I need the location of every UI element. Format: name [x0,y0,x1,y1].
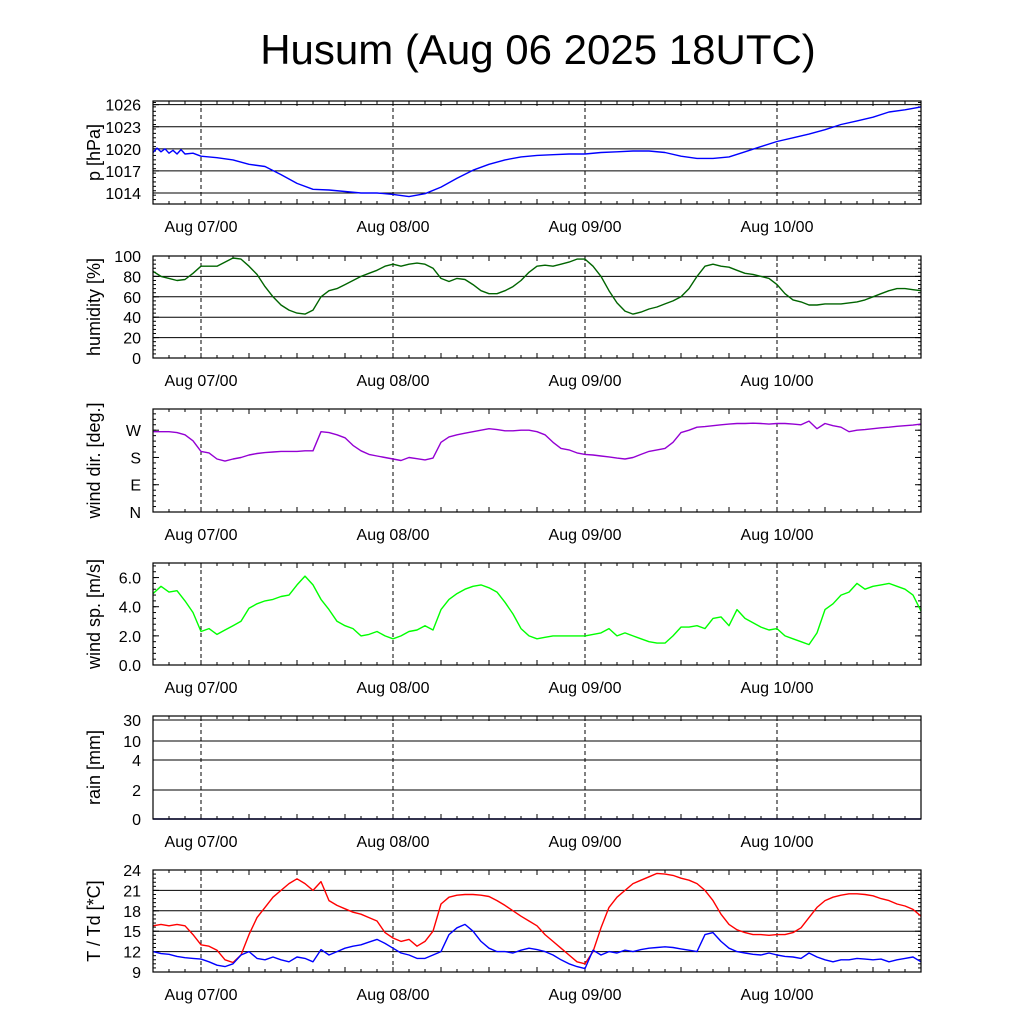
wind_dir-ytick-label: E [130,478,141,495]
rain-ytick-label: 2 [132,783,141,800]
wind_speed-xtick-label: Aug 10/00 [741,680,814,697]
pressure-series-pressure-line [152,106,922,198]
wind_dir-ytick-label: S [130,450,141,467]
wind_speed-ytick-label: 0.0 [119,658,141,675]
temperature-ytick-label: 15 [123,924,141,941]
humidity-ytick-label: 20 [123,331,141,348]
temperature-panel-frame [152,869,922,973]
temperature-series-dewpoint-line [152,923,922,970]
pressure-xtick-label: Aug 08/00 [357,219,430,236]
pressure-xtick-label: Aug 10/00 [741,219,814,236]
humidity-xtick-label: Aug 10/00 [741,373,814,390]
temperature-xtick-label: Aug 09/00 [549,987,622,1004]
wind_dir-ytick-label: W [126,423,142,440]
humidity-ytick-label: 100 [114,249,141,266]
wind_dir-ytick-label: N [129,505,141,522]
temperature-ytick-label: 9 [132,965,141,982]
temperature-xtick-label: Aug 08/00 [357,987,430,1004]
humidity-panel-frame [152,255,922,359]
pressure-xtick-label: Aug 07/00 [165,219,238,236]
pressure-ytick-label: 1023 [105,120,141,137]
wind_speed-ytick-label: 2.0 [119,629,141,646]
rain-ytick-label: 10 [123,734,141,751]
temperature-ytick-label: 12 [123,945,141,962]
wind_dir-xtick-label: Aug 07/00 [165,527,238,544]
humidity-ytick-label: 60 [123,290,141,307]
pressure-ytick-label: 1026 [105,98,141,115]
pressure-ytick-label: 1014 [105,186,141,203]
wind_speed-xtick-label: Aug 07/00 [165,680,238,697]
wind_speed-panel-frame [152,562,922,666]
wind_dir-xtick-label: Aug 09/00 [549,527,622,544]
humidity-xtick-label: Aug 08/00 [357,373,430,390]
wind_dir-xtick-label: Aug 10/00 [741,527,814,544]
pressure-ytick-label: 1020 [105,142,141,159]
temperature-xtick-label: Aug 10/00 [741,987,814,1004]
chart-title: Husum (Aug 06 2025 18UTC) [260,26,816,73]
rain-xtick-label: Aug 08/00 [357,834,430,851]
pressure-ytick-label: 1017 [105,164,141,181]
rain-ytick-label: 30 [123,713,141,730]
rain-ytick-label: 0 [132,812,141,829]
temperature-xtick-label: Aug 07/00 [165,987,238,1004]
wind_speed-xtick-label: Aug 09/00 [549,680,622,697]
wind_speed-ytick-label: 4.0 [119,600,141,617]
temperature-series-temperature-line [152,872,922,965]
temperature-ylabel: T / Td [*C] [84,880,104,961]
rain-ytick-label: 4 [132,753,141,770]
rain-panel-frame [152,715,922,820]
humidity-series-humidity-line [152,257,922,315]
rain-xtick-label: Aug 10/00 [741,834,814,851]
rain-xtick-label: Aug 07/00 [165,834,238,851]
rain-ylabel: rain [mm] [84,730,104,805]
temperature-ytick-label: 18 [123,904,141,921]
wind_dir-xtick-label: Aug 08/00 [357,527,430,544]
temperature-ytick-label: 24 [123,863,141,880]
wind_dir-panel-frame [152,408,922,513]
pressure-xtick-label: Aug 09/00 [549,219,622,236]
wind_dir-series-wind_dir-line [153,420,922,462]
wind_speed-xtick-label: Aug 08/00 [357,680,430,697]
wind_speed-series-wind_speed-line [152,575,922,646]
humidity-xtick-label: Aug 09/00 [549,373,622,390]
wind_speed-ylabel: wind sp. [m/s] [84,559,104,670]
rain-xtick-label: Aug 09/00 [549,834,622,851]
pressure-ylabel: p [hPa] [84,124,104,181]
temperature-ytick-label: 21 [123,883,141,900]
wind_dir-ylabel: wind dir. [deg.] [84,402,104,519]
humidity-ytick-label: 80 [123,269,141,286]
wind_speed-ytick-label: 6.0 [119,571,141,588]
humidity-ytick-label: 40 [123,310,141,327]
pressure-panel-frame [152,100,922,205]
humidity-ytick-label: 0 [132,351,141,368]
humidity-ylabel: humidity [%] [84,258,104,356]
humidity-xtick-label: Aug 07/00 [165,373,238,390]
